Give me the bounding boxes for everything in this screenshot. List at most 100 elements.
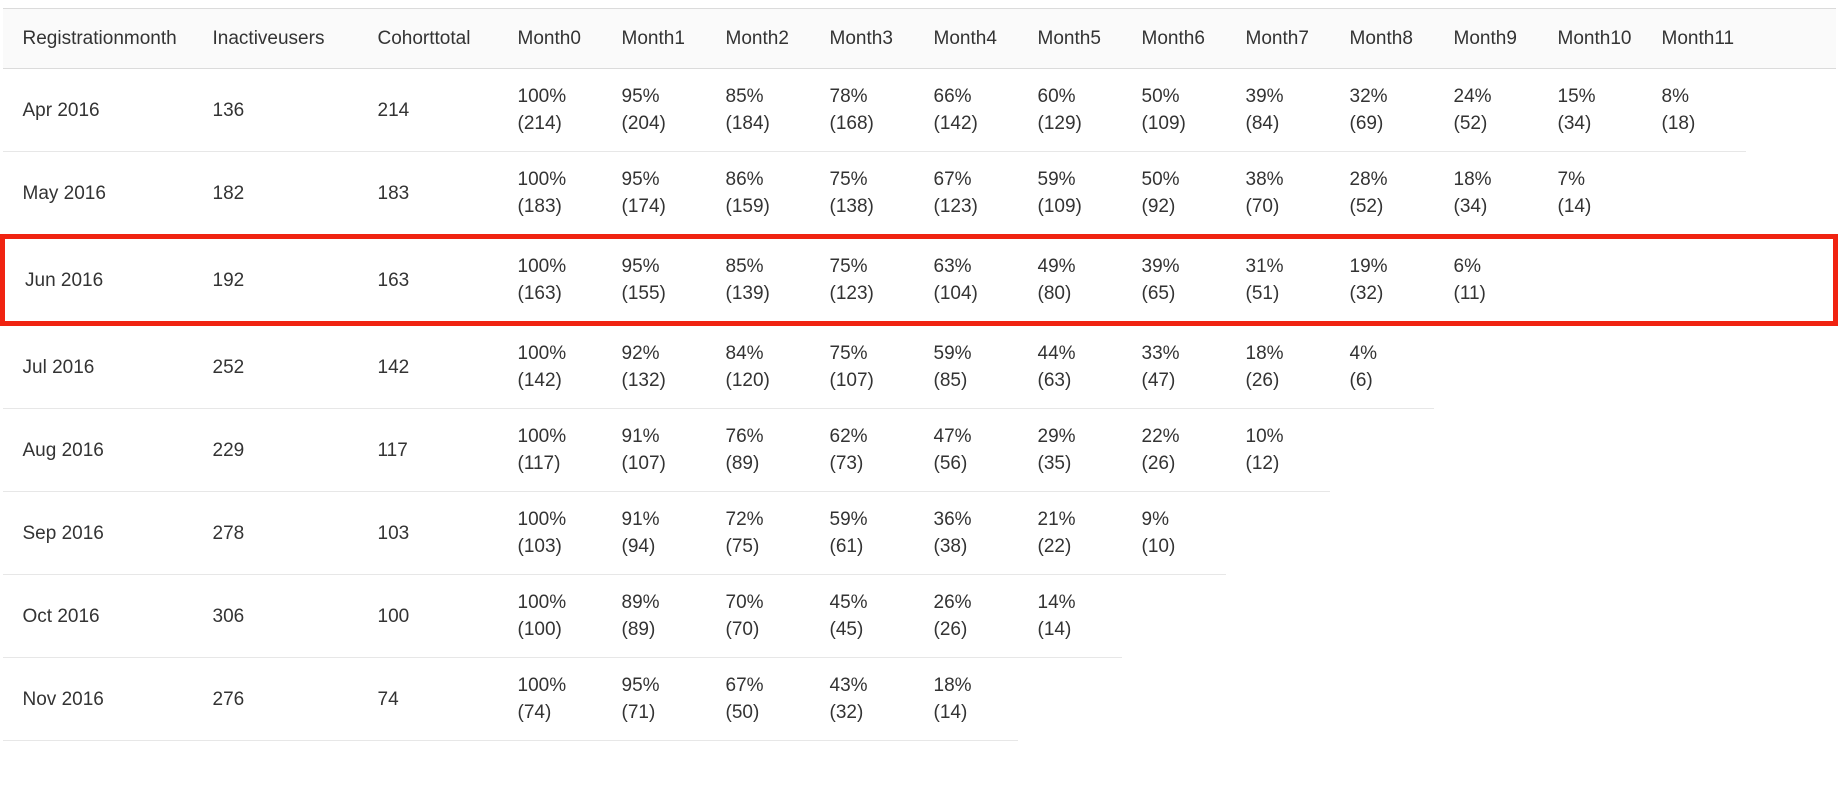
row-spacer-cell [1746, 492, 1836, 575]
inactive-users-cell: 229 [192, 408, 358, 492]
cohort-total-cell: 100 [357, 574, 498, 658]
empty-cell [1641, 234, 1746, 326]
retention-cell-month-10: 7% (14) [1537, 151, 1642, 237]
empty-cell [1642, 152, 1746, 237]
column-header-spacer [1745, 8, 1836, 69]
retention-cell-month-0: 100% (183) [497, 151, 602, 237]
empty-cell [1538, 575, 1642, 658]
cohort-total-cell: 163 [357, 234, 498, 326]
retention-cell-month-7: 39% (84) [1225, 68, 1330, 152]
empty-cell [1642, 575, 1746, 658]
column-header-month-9: Month9 [1433, 8, 1538, 69]
cohort-total-cell: 103 [357, 491, 498, 575]
column-header-month-6: Month6 [1121, 8, 1226, 69]
column-header-month-10: Month10 [1537, 8, 1642, 69]
empty-cell [1434, 492, 1538, 575]
empty-cell [1538, 658, 1642, 741]
retention-cell-month-4: 59% (85) [913, 323, 1018, 409]
retention-cell-month-5: 49% (80) [1017, 234, 1122, 326]
cohort-row: Jul 2016 252 142 100% (142) 92% (132) 84% (120) 7… [2, 323, 1836, 409]
retention-cell-month-3: 78% (168) [809, 68, 914, 152]
retention-cell-month-1: 95% (174) [601, 151, 706, 237]
retention-cell-month-4: 18% (14) [913, 657, 1018, 741]
retention-cell-month-7: 18% (26) [1225, 323, 1330, 409]
retention-cell-month-4: 36% (38) [913, 491, 1018, 575]
retention-cell-month-0: 100% (100) [497, 574, 602, 658]
empty-cell [1226, 492, 1330, 575]
retention-cell-month-6: 9% (10) [1121, 491, 1226, 575]
registration-month-cell: Oct 2016 [2, 574, 193, 658]
retention-cell-month-3: 62% (73) [809, 408, 914, 492]
retention-cell-month-2: 67% (50) [705, 657, 810, 741]
retention-cell-month-8: 32% (69) [1329, 68, 1434, 152]
column-header-cohort-total: Cohorttotal [357, 8, 498, 69]
empty-cell [1642, 658, 1746, 741]
column-header-month-4: Month4 [913, 8, 1018, 69]
cohort-total-cell: 214 [357, 68, 498, 152]
retention-cell-month-2: 70% (70) [705, 574, 810, 658]
empty-cell [1642, 324, 1746, 409]
empty-cell [1434, 409, 1538, 492]
registration-month-cell: May 2016 [2, 151, 193, 237]
retention-cell-month-9: 18% (34) [1433, 151, 1538, 237]
retention-cell-month-1: 95% (155) [601, 234, 706, 326]
cohort-table-header: Registrationmonth Inactiveusers Cohorttota… [2, 8, 1836, 69]
retention-cell-month-8: 28% (52) [1329, 151, 1434, 237]
registration-month-cell: Jul 2016 [2, 323, 193, 409]
empty-cell [1434, 658, 1538, 741]
empty-cell [1330, 658, 1434, 741]
cohort-total-cell: 74 [357, 657, 498, 741]
cohort-total-cell: 117 [357, 408, 498, 492]
retention-cell-month-1: 95% (204) [601, 68, 706, 152]
row-spacer-cell [1746, 69, 1836, 152]
empty-cell [1642, 492, 1746, 575]
empty-cell [1330, 409, 1434, 492]
retention-cell-month-3: 45% (45) [809, 574, 914, 658]
inactive-users-cell: 182 [192, 151, 358, 237]
cohort-row: Nov 2016 276 74 100% (74) 95% (71) 67% (50) 43% (3… [2, 657, 1836, 741]
empty-cell [1538, 409, 1642, 492]
retention-cell-month-3: 75% (123) [809, 234, 914, 326]
cohort-row-highlighted: Jun 2016 192 163 100% (163) 95% (155) 85% (139) 7… [0, 234, 1838, 326]
row-spacer-cell [1746, 409, 1836, 492]
header-row: Registrationmonth Inactiveusers Cohorttota… [2, 8, 1836, 69]
retention-cell-month-0: 100% (214) [497, 68, 602, 152]
cohort-total-cell: 142 [357, 323, 498, 409]
retention-cell-month-5: 21% (22) [1017, 491, 1122, 575]
retention-cell-month-4: 26% (26) [913, 574, 1018, 658]
retention-cell-month-4: 63% (104) [913, 234, 1018, 326]
cohort-total-cell: 183 [357, 151, 498, 237]
cohort-row: May 2016 182 183 100% (183) 95% (174) 86% (159) 7… [2, 151, 1836, 237]
retention-cell-month-3: 43% (32) [809, 657, 914, 741]
registration-month-cell: Apr 2016 [2, 68, 193, 152]
empty-cell [1226, 658, 1330, 741]
column-header-inactive-users: Inactiveusers [192, 8, 358, 69]
retention-cell-month-2: 85% (139) [705, 234, 810, 326]
empty-cell [1330, 492, 1434, 575]
retention-cell-month-9: 24% (52) [1433, 68, 1538, 152]
retention-cell-month-7: 38% (70) [1225, 151, 1330, 237]
column-header-month-3: Month3 [809, 8, 914, 69]
column-header-month-8: Month8 [1329, 8, 1434, 69]
empty-cell [1122, 658, 1226, 741]
inactive-users-cell: 276 [192, 657, 358, 741]
row-spacer-cell [1746, 324, 1836, 409]
retention-cell-month-7: 10% (12) [1225, 408, 1330, 492]
column-header-month-11: Month11 [1641, 8, 1746, 69]
empty-cell [1122, 575, 1226, 658]
empty-cell [1018, 658, 1122, 741]
retention-cell-month-1: 91% (94) [601, 491, 706, 575]
empty-cell [1538, 492, 1642, 575]
retention-cell-month-0: 100% (117) [497, 408, 602, 492]
retention-cell-month-1: 95% (71) [601, 657, 706, 741]
retention-cell-month-4: 67% (123) [913, 151, 1018, 237]
row-spacer-cell [1745, 234, 1838, 326]
empty-cell [1226, 575, 1330, 658]
empty-cell [1434, 324, 1538, 409]
retention-cell-month-6: 50% (92) [1121, 151, 1226, 237]
inactive-users-cell: 278 [192, 491, 358, 575]
retention-cell-month-3: 75% (138) [809, 151, 914, 237]
cohort-table: Registrationmonth Inactiveusers Cohorttota… [0, 8, 1838, 741]
inactive-users-cell: 252 [192, 323, 358, 409]
registration-month-cell: Jun 2016 [0, 234, 193, 326]
